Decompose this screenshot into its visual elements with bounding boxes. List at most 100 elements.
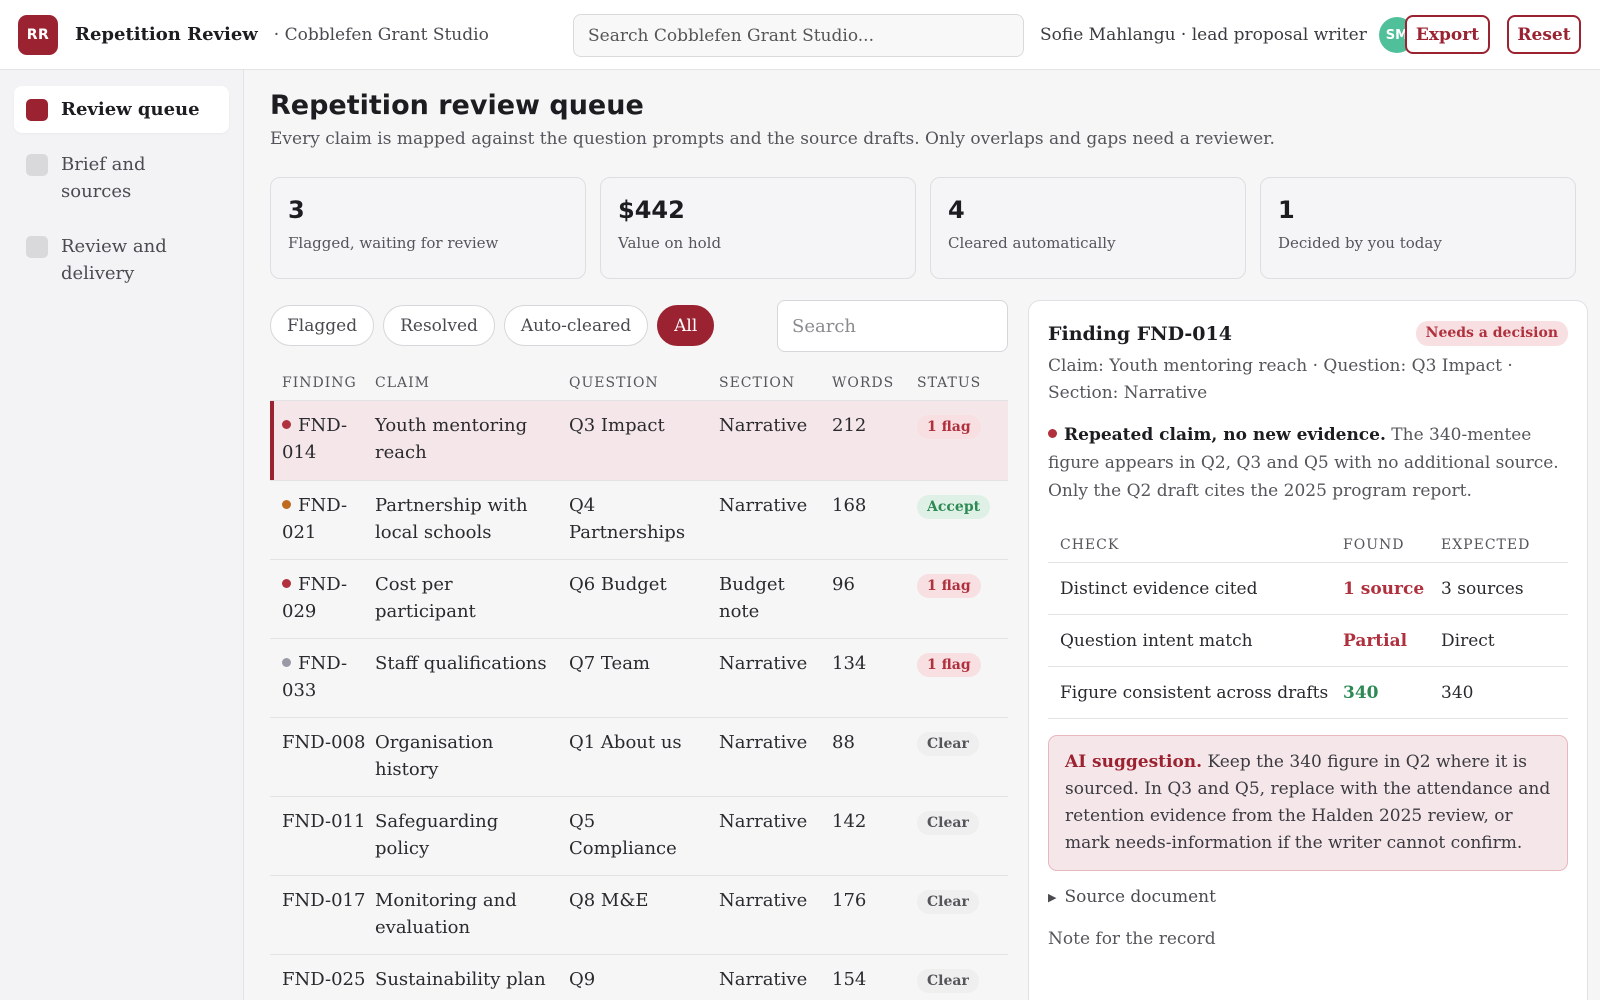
- finding-id-cell: FND-029: [270, 571, 375, 625]
- sidebar: Review queue Brief and sources Review an…: [0, 70, 244, 1000]
- reset-button[interactable]: Reset: [1507, 15, 1581, 54]
- table-row[interactable]: FND-008 Organisation history Q1 About us Na…: [270, 718, 1008, 797]
- table-row[interactable]: FND-014 Youth mentoring reach Q3 Impact Nar…: [270, 401, 1008, 481]
- user-label: Sofie Mahlangu · lead proposal writer: [1040, 25, 1367, 45]
- status-badge: 1 flag: [917, 574, 981, 598]
- source-document-toggle[interactable]: ▶ Source document: [1048, 887, 1568, 907]
- check-row: Question intent match Partial Direct: [1048, 615, 1568, 667]
- finding-id: FND-021: [282, 495, 348, 543]
- column-header: FOUND: [1343, 536, 1405, 553]
- severity-dot-icon: [1048, 429, 1057, 438]
- table-row[interactable]: FND-021 Partnership with local schools Q4 …: [270, 481, 1008, 560]
- user-info: Sofie Mahlangu · lead proposal writer SM: [1040, 0, 1415, 70]
- column-header[interactable]: STATUS: [917, 374, 982, 391]
- claim-cell: Monitoring and evaluation: [375, 890, 517, 938]
- check-row: Distinct evidence cited 1 source 3 sourc…: [1048, 563, 1568, 615]
- question-cell: Q7 Team: [569, 653, 650, 674]
- status-cell: Clear: [917, 729, 1008, 756]
- table-row[interactable]: FND-011 Safeguarding policy Q5 Compliance N…: [270, 797, 1008, 876]
- words-cell: 134: [832, 653, 867, 674]
- app-logo: RR: [18, 14, 58, 55]
- filter-auto-cleared[interactable]: Auto-cleared: [503, 305, 649, 346]
- words-cell: 154: [832, 969, 867, 990]
- check-found: 1 source: [1343, 578, 1425, 599]
- finding-headline: Repeated claim, no new evidence.: [1064, 425, 1386, 445]
- section-cell: Narrative: [719, 415, 808, 436]
- table-row[interactable]: FND-025 Sustainability plan Q9 Narrative 154…: [270, 955, 1008, 1000]
- question-cell: Q9: [569, 969, 596, 990]
- finding-id-cell: FND-014: [270, 412, 375, 466]
- finding-title: Finding FND-014: [1048, 322, 1232, 345]
- severity-dot-icon: [282, 658, 291, 667]
- claim-cell: Safeguarding policy: [375, 811, 499, 859]
- sidebar-item-review-and-delivery[interactable]: Review and delivery: [14, 223, 229, 297]
- export-button[interactable]: Export: [1405, 15, 1490, 54]
- stat-label: Flagged, waiting for review: [288, 234, 499, 252]
- check-name: Figure consistent across drafts: [1060, 682, 1329, 703]
- finding-id-cell: FND-025: [270, 966, 375, 993]
- triangle-right-icon: ▶: [1048, 890, 1057, 904]
- note-label: Note for the record: [1048, 929, 1216, 949]
- filter-flagged[interactable]: Flagged: [270, 305, 375, 346]
- finding-id: FND-025: [282, 969, 366, 990]
- sidebar-item-label: Review queue: [61, 99, 200, 120]
- stat-label: Value on hold: [618, 234, 722, 252]
- severity-dot-icon: [282, 500, 291, 509]
- ai-suggestion-text: Keep the 340 figure in Q2 where it is so…: [1065, 752, 1551, 853]
- status-badge: Clear: [917, 890, 979, 914]
- app-title: Repetition Review: [75, 24, 258, 45]
- check-found: Partial: [1343, 630, 1408, 651]
- column-header[interactable]: WORDS: [832, 374, 895, 391]
- source-document-label: Source document: [1064, 887, 1216, 907]
- finding-meta: Claim: Youth mentoring reach · Question:…: [1048, 356, 1513, 403]
- column-header[interactable]: FINDING: [282, 374, 357, 391]
- claim-cell: Partnership with local schools: [375, 495, 528, 543]
- claim-cell: Organisation history: [375, 732, 494, 780]
- ai-suggestion-label: AI suggestion.: [1065, 752, 1203, 772]
- status-badge: Needs a decision: [1415, 321, 1568, 346]
- column-header[interactable]: QUESTION: [569, 374, 659, 391]
- finding-id-cell: FND-017: [270, 887, 375, 914]
- words-cell: 176: [832, 890, 867, 911]
- column-header[interactable]: SECTION: [719, 374, 796, 391]
- nav-square-icon: [26, 154, 48, 176]
- stat-value: $442: [618, 196, 685, 224]
- table-row[interactable]: FND-017 Monitoring and evaluation Q8 M&E Na…: [270, 876, 1008, 955]
- sidebar-item-label: Brief and sources: [61, 154, 146, 202]
- stat-card: 3 Flagged, waiting for review: [270, 177, 586, 279]
- table-row[interactable]: FND-029 Cost per participant Q6 Budget Budg…: [270, 560, 1008, 639]
- finding-id: FND-033: [282, 653, 348, 701]
- global-search-input[interactable]: Search Cobblefen Grant Studio...: [573, 14, 1024, 57]
- sidebar-item-brief-and-sources[interactable]: Brief and sources: [14, 141, 229, 215]
- claim-cell: Youth mentoring reach: [375, 415, 528, 463]
- workspace-name: · Cobblefen Grant Studio: [273, 24, 489, 45]
- sidebar-item-review-queue[interactable]: Review queue: [14, 86, 229, 133]
- severity-dot-icon: [282, 420, 291, 429]
- app-header: RR Repetition Review · Cobblefen Grant S…: [0, 0, 1600, 70]
- finding-id: FND-014: [282, 415, 348, 463]
- section-cell: Budget note: [719, 574, 785, 622]
- finding-detail-panel: Finding FND-014 Needs a decision Claim: …: [1028, 300, 1588, 1000]
- column-header: EXPECTED: [1441, 536, 1531, 553]
- page-subtitle: Every claim is mapped against the questi…: [270, 129, 1275, 149]
- filter-chips: Flagged Resolved Auto-cleared All: [270, 305, 715, 346]
- check-name: Question intent match: [1060, 630, 1253, 651]
- finding-id: FND-029: [282, 574, 348, 622]
- status-cell: Accept: [917, 492, 1008, 519]
- column-header[interactable]: CLAIM: [375, 374, 430, 391]
- filter-resolved[interactable]: Resolved: [383, 305, 495, 346]
- stat-label: Decided by you today: [1278, 234, 1442, 252]
- table-search-input[interactable]: Search: [777, 300, 1008, 352]
- check-name: Distinct evidence cited: [1060, 578, 1258, 599]
- section-cell: Narrative: [719, 811, 808, 832]
- check-expected: Direct: [1441, 630, 1495, 651]
- filter-all[interactable]: All: [657, 305, 715, 346]
- table-row[interactable]: FND-033 Staff qualifications Q7 Team Narrat…: [270, 639, 1008, 718]
- status-badge: 1 flag: [917, 653, 981, 677]
- finding-id-cell: FND-021: [270, 492, 375, 546]
- section-cell: Narrative: [719, 890, 808, 911]
- question-cell: Q1 About us: [569, 732, 682, 753]
- stat-card: 4 Cleared automatically: [930, 177, 1246, 279]
- nav-square-icon: [26, 236, 48, 258]
- status-cell: 1 flag: [917, 412, 1008, 439]
